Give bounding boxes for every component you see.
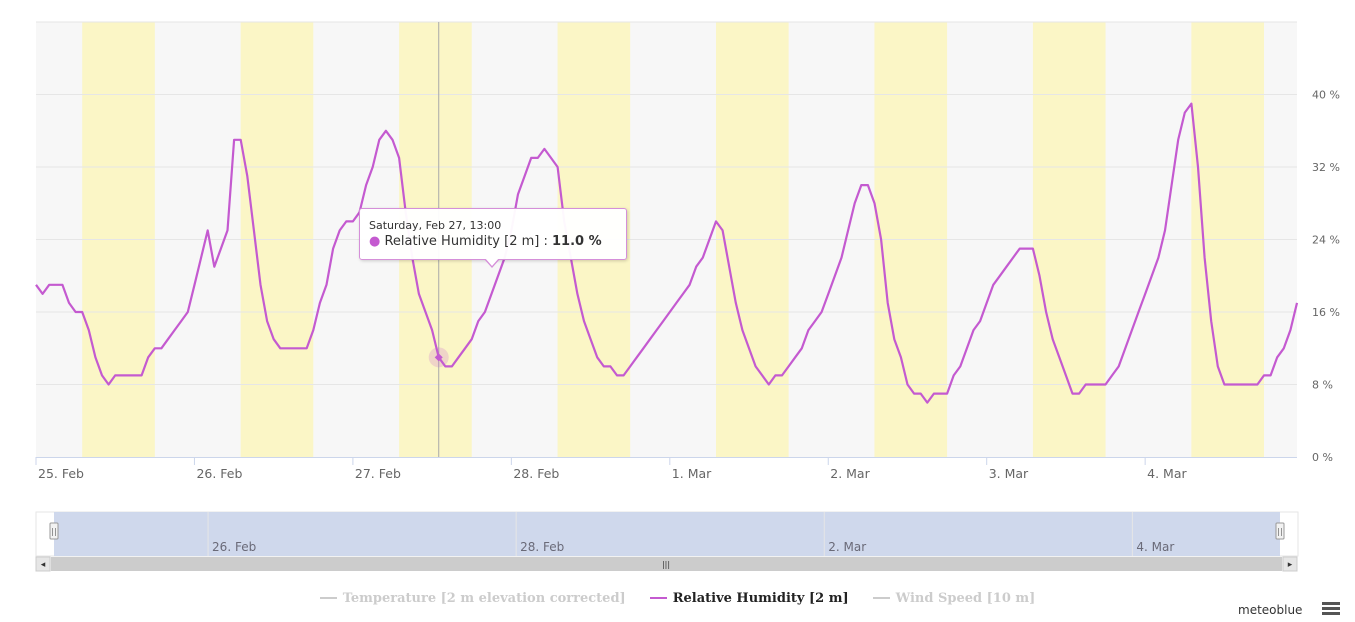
legend-swatch-temperature (319, 597, 337, 599)
y-tick-label-0: 0 % (1312, 451, 1333, 464)
navigator[interactable]: 26. Feb 28. Feb 2. Mar 4. Mar || || (35, 511, 1299, 557)
navigator-grid (207, 512, 1133, 556)
legend-item-wind-speed[interactable]: Wind Speed [10 m] (872, 589, 1036, 607)
navigator-label-3: 4. Mar (1136, 540, 1174, 554)
x-tick-label-4: 1. Mar (672, 466, 712, 481)
x-tick-marks (35, 457, 1146, 465)
navigator-selection[interactable] (54, 512, 1280, 556)
scrollbar-thumb[interactable] (51, 557, 1282, 571)
legend-label-temperature: Temperature [2 m elevation corrected] (342, 590, 626, 606)
navigator-handle-right-glyph: || (1277, 527, 1282, 536)
y-tick-label-16: 16 % (1312, 306, 1340, 319)
navigator-label-2: 2. Mar (828, 540, 866, 554)
legend-swatch-wind-speed (872, 597, 890, 599)
menu-icon-bar-top (1322, 602, 1340, 605)
credits-label[interactable]: meteoblue (1238, 603, 1303, 617)
navigator-handle-left-glyph: || (51, 527, 56, 536)
plot-area (35, 21, 1299, 457)
navigator-label-1: 28. Feb (520, 540, 564, 554)
scrollbar-grip-icon: ||| (662, 560, 670, 569)
legend-swatch-relative-humidity (649, 597, 667, 599)
x-axis: 25. Feb 26. Feb 27. Feb 28. Feb 1. Mar 2. Mar… (35, 457, 1297, 481)
x-tick-label-3: 28. Feb (513, 466, 559, 481)
scrollbar[interactable]: ||| ◂ ▸ (35, 556, 1298, 572)
legend-item-relative-humidity[interactable]: Relative Humidity [2 m] (649, 589, 849, 607)
scrollbar-right-button[interactable]: ▸ (1282, 556, 1298, 572)
tooltip-separator: : (543, 234, 552, 249)
y-tick-label-8: 8 % (1312, 379, 1333, 392)
arrow-left-icon: ◂ (41, 560, 46, 570)
scrollbar-left-button[interactable]: ◂ (35, 556, 51, 572)
tooltip: Saturday, Feb 27, 13:00 ● Relative Humid… (359, 208, 627, 268)
navigator-labels: 26. Feb 28. Feb 2. Mar 4. Mar (212, 540, 1174, 554)
navigator-handle-right[interactable]: || (1275, 522, 1285, 540)
series-line-relative-humidity[interactable] (35, 102, 1299, 404)
tooltip-value: 11.0 % (552, 234, 602, 249)
navigator-handle-right-box[interactable] (1275, 522, 1285, 540)
legend: Temperature [2 m elevation corrected] Re… (0, 589, 1355, 607)
y-tick-label-24: 24 % (1312, 234, 1340, 247)
tooltip-caret-inner (485, 258, 499, 266)
x-tick-label-6: 3. Mar (989, 466, 1029, 481)
tooltip-line: ● Relative Humidity [2 m] : 11.0 % (369, 233, 626, 251)
navigator-handle-left-box[interactable] (49, 522, 59, 540)
navigator-label-0: 26. Feb (212, 540, 256, 554)
x-tick-label-7: 4. Mar (1147, 466, 1187, 481)
navigator-handle-left[interactable]: || (49, 522, 59, 540)
tooltip-date: Saturday, Feb 27, 13:00 (369, 219, 502, 232)
tooltip-series-name: Relative Humidity [2 m] (384, 234, 540, 249)
y-tick-labels: 0 % 8 % 16 % 24 % 32 % 40 % (1312, 89, 1340, 465)
menu-icon-bar-bottom (1322, 612, 1340, 615)
x-tick-label-5: 2. Mar (830, 466, 870, 481)
menu-icon-bar-middle (1322, 607, 1340, 610)
y-tick-label-40: 40 % (1312, 89, 1340, 102)
arrow-right-icon: ▸ (1288, 560, 1293, 570)
legend-label-relative-humidity: Relative Humidity [2 m] (672, 590, 849, 606)
x-tick-labels: 25. Feb 26. Feb 27. Feb 28. Feb 1. Mar 2. Mar… (38, 466, 1187, 481)
tooltip-series-dot-icon: ● (369, 234, 381, 249)
legend-item-temperature[interactable]: Temperature [2 m elevation corrected] (319, 589, 626, 607)
x-tick-label-1: 26. Feb (196, 466, 242, 481)
legend-label-wind-speed: Wind Speed [10 m] (895, 590, 1036, 606)
menu-icon[interactable] (1322, 602, 1340, 616)
hover-point-marker[interactable] (434, 353, 443, 362)
scrollbar-left-button-box[interactable] (35, 556, 51, 572)
x-tick-label-2: 27. Feb (355, 466, 401, 481)
x-tick-label-0: 25. Feb (38, 466, 84, 481)
y-tick-label-32: 32 % (1312, 161, 1340, 174)
scrollbar-right-button-box[interactable] (1282, 556, 1298, 572)
